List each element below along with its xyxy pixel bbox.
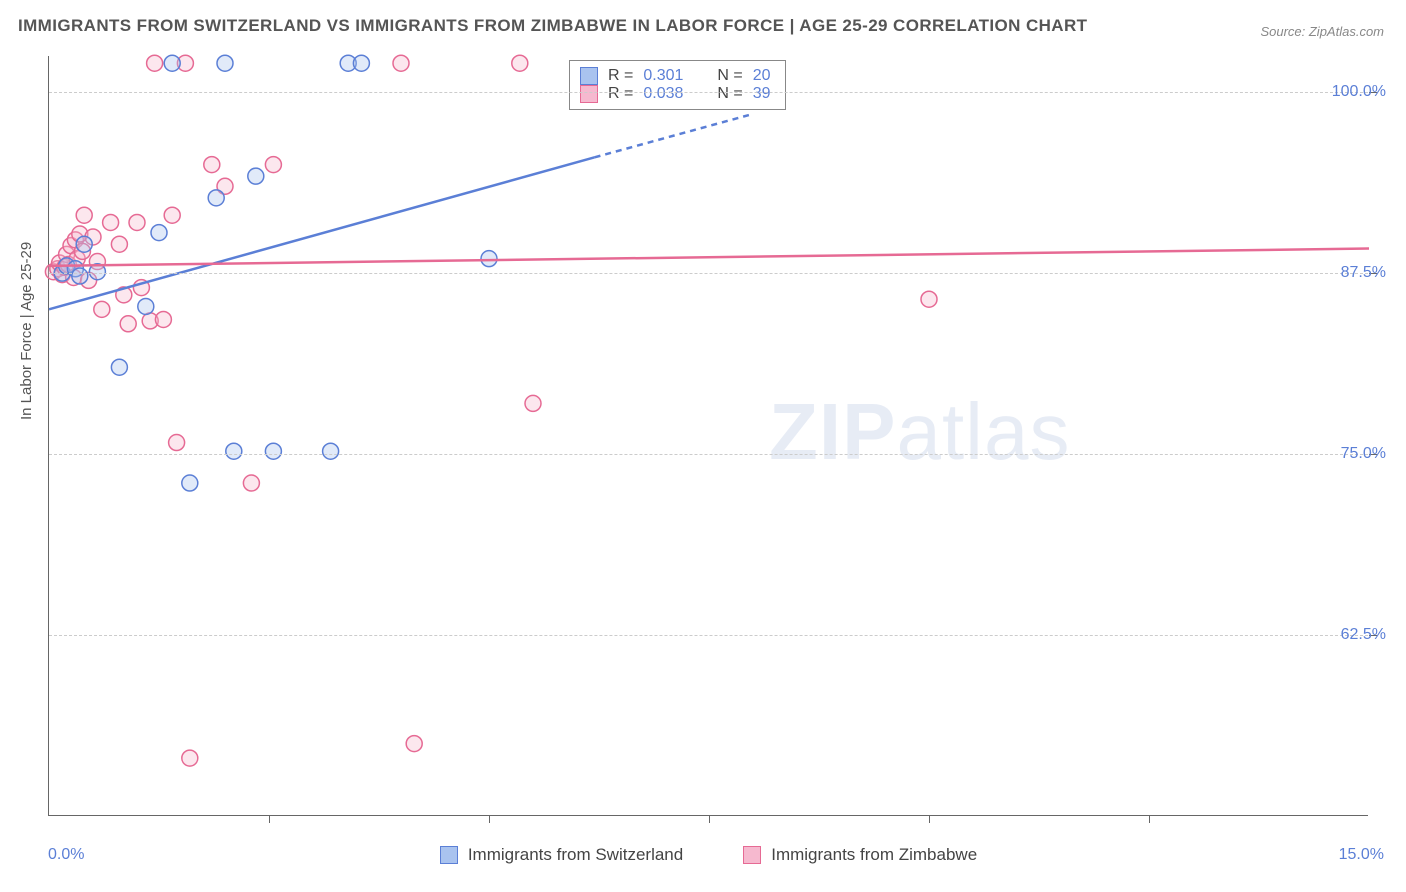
source-attribution: Source: ZipAtlas.com [1260,24,1384,39]
data-point-zimbabwe [243,475,259,491]
chart-title: IMMIGRANTS FROM SWITZERLAND VS IMMIGRANT… [18,16,1087,36]
data-point-zimbabwe [76,207,92,223]
data-point-zimbabwe [204,157,220,173]
data-point-zimbabwe [103,214,119,230]
data-point-switzerland [226,443,242,459]
data-point-switzerland [481,251,497,267]
legend-swatch-switzerland [440,846,458,864]
data-point-switzerland [248,168,264,184]
data-point-switzerland [164,55,180,71]
gridline-horizontal [49,635,1368,636]
data-point-switzerland [138,298,154,314]
y-tick-label: 100.0% [1332,83,1386,101]
trend-line-zimbabwe [49,249,1369,266]
data-point-switzerland [182,475,198,491]
data-point-zimbabwe [164,207,180,223]
legend-swatch-zimbabwe [743,846,761,864]
y-axis-label: In Labor Force | Age 25-29 [18,242,35,420]
gridline-horizontal [49,454,1368,455]
data-point-switzerland [151,225,167,241]
x-tick-label-max: 15.0% [1339,846,1384,864]
scatter-svg [49,56,1368,815]
legend-row-switzerland: R = 0.301 N = 20 [580,67,771,85]
n-label: N = [717,85,742,103]
x-tick [269,815,270,823]
r-value-zimbabwe: 0.038 [643,85,683,103]
r-label: R = [608,85,633,103]
chart-plot-area: ZIPatlas R = 0.301 N = 20 R = 0.038 N = … [48,56,1368,816]
legend-swatch-switzerland [580,67,598,85]
data-point-switzerland [353,55,369,71]
trend-line-dashed-switzerland [595,114,753,157]
trend-line-switzerland [49,157,595,309]
n-value-switzerland: 20 [753,67,771,85]
y-tick-label: 62.5% [1341,626,1386,644]
y-tick-label: 87.5% [1341,264,1386,282]
data-point-switzerland [76,236,92,252]
correlation-legend: R = 0.301 N = 20 R = 0.038 N = 39 [569,60,786,110]
data-point-switzerland [208,190,224,206]
data-point-switzerland [323,443,339,459]
series-legend-switzerland: Immigrants from Switzerland [440,845,683,865]
data-point-zimbabwe [265,157,281,173]
data-point-zimbabwe [129,214,145,230]
x-tick [489,815,490,823]
n-value-zimbabwe: 39 [753,85,771,103]
data-point-zimbabwe [111,236,127,252]
data-point-zimbabwe [406,736,422,752]
legend-swatch-zimbabwe [580,85,598,103]
x-tick [929,815,930,823]
data-point-zimbabwe [921,291,937,307]
data-point-zimbabwe [182,750,198,766]
data-point-switzerland [217,55,233,71]
series-legend-zimbabwe: Immigrants from Zimbabwe [743,845,977,865]
y-tick-label: 75.0% [1341,445,1386,463]
x-tick [1149,815,1150,823]
data-point-zimbabwe [525,395,541,411]
legend-row-zimbabwe: R = 0.038 N = 39 [580,85,771,103]
data-point-zimbabwe [147,55,163,71]
x-tick [709,815,710,823]
data-point-zimbabwe [393,55,409,71]
gridline-horizontal [49,273,1368,274]
r-label: R = [608,67,633,85]
data-point-zimbabwe [169,435,185,451]
r-value-switzerland: 0.301 [643,67,683,85]
data-point-switzerland [265,443,281,459]
data-point-zimbabwe [120,316,136,332]
gridline-horizontal [49,92,1368,93]
x-tick-label-min: 0.0% [48,846,84,864]
data-point-zimbabwe [155,311,171,327]
data-point-switzerland [72,268,88,284]
series-label-zimbabwe: Immigrants from Zimbabwe [771,845,977,865]
series-label-switzerland: Immigrants from Switzerland [468,845,683,865]
data-point-zimbabwe [512,55,528,71]
data-point-switzerland [111,359,127,375]
data-point-zimbabwe [94,301,110,317]
n-label: N = [717,67,742,85]
series-legend: Immigrants from Switzerland Immigrants f… [49,845,1368,865]
